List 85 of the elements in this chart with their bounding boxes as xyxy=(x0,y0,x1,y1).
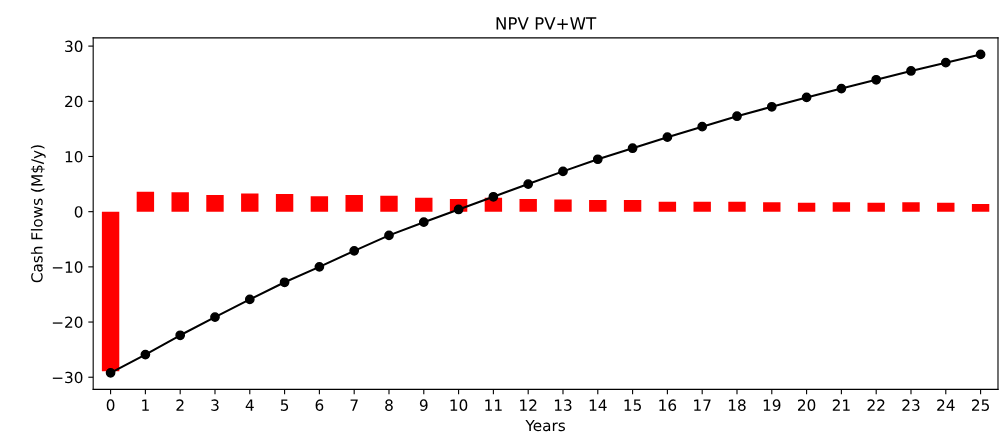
x-tick-label: 15 xyxy=(624,399,641,411)
point xyxy=(175,330,186,341)
y-tick-label: −30 xyxy=(52,371,83,384)
x-axis-title: Years xyxy=(525,419,565,432)
bar xyxy=(171,192,189,212)
bar xyxy=(519,198,537,212)
bar xyxy=(832,202,851,212)
x-tick-label: 1 xyxy=(142,399,149,411)
x-tick-label: 13 xyxy=(554,399,572,411)
point xyxy=(488,191,499,202)
bar xyxy=(589,200,607,212)
point xyxy=(244,294,255,305)
point xyxy=(314,261,325,272)
y-tick-label: 20 xyxy=(65,95,83,108)
point xyxy=(662,132,673,143)
x-tick-label: 2 xyxy=(176,399,184,411)
bar xyxy=(380,195,398,212)
x-tick-label: 20 xyxy=(797,399,816,411)
point xyxy=(349,245,360,256)
x-tick-label: 24 xyxy=(937,399,955,411)
x-tick-label: 4 xyxy=(245,399,254,411)
bar xyxy=(136,191,155,212)
bar xyxy=(867,202,885,212)
point xyxy=(627,143,638,154)
y-axis-title: Cash Flows (M$/y) xyxy=(30,145,46,283)
point xyxy=(592,154,603,165)
x-tick-label: 6 xyxy=(315,399,324,411)
bar xyxy=(658,201,677,212)
x-tick-label: 3 xyxy=(211,399,219,411)
x-tick-label: 17 xyxy=(694,399,711,411)
bar xyxy=(415,197,433,212)
bar xyxy=(902,202,920,212)
bar xyxy=(101,211,120,372)
bar xyxy=(310,196,329,212)
x-tick-label: 19 xyxy=(763,399,781,411)
point xyxy=(384,230,394,241)
y-tick-label: 0 xyxy=(74,206,83,218)
x-tick-label: 11 xyxy=(485,399,502,411)
point xyxy=(975,49,986,60)
x-tick-label: 10 xyxy=(450,399,468,411)
point xyxy=(871,74,882,85)
y-tick-label: −20 xyxy=(52,316,83,329)
y-tick-label: −10 xyxy=(52,261,83,273)
x-tick-label: 18 xyxy=(728,399,746,411)
x-tick-label: 16 xyxy=(659,399,677,411)
bar xyxy=(937,202,955,212)
x-tick-label: 22 xyxy=(867,399,885,411)
bar xyxy=(554,199,572,212)
bar xyxy=(728,201,746,212)
x-tick-label: 12 xyxy=(520,399,537,411)
point xyxy=(697,121,708,132)
point xyxy=(732,111,742,122)
x-tick-label: 0 xyxy=(106,399,115,411)
x-tick-label: 23 xyxy=(902,399,920,411)
point xyxy=(523,179,534,189)
point xyxy=(210,312,220,322)
x-tick-label: 8 xyxy=(385,399,393,411)
point xyxy=(836,83,847,94)
point xyxy=(801,92,812,103)
point xyxy=(279,277,290,288)
x-tick-label: 21 xyxy=(832,399,850,411)
bar xyxy=(206,195,224,212)
x-tick-label: 25 xyxy=(971,399,989,411)
point xyxy=(418,217,429,228)
chart-title: NPV PV+WT xyxy=(496,17,597,30)
x-tick-label: 7 xyxy=(350,399,358,411)
point xyxy=(940,57,951,68)
bar xyxy=(693,201,711,212)
point xyxy=(766,101,777,112)
bar xyxy=(797,202,816,212)
bar xyxy=(241,193,259,212)
bar xyxy=(971,203,990,212)
point xyxy=(105,367,116,378)
x-tick-label: 5 xyxy=(280,399,289,411)
x-tick-label: 14 xyxy=(589,399,607,411)
point xyxy=(906,66,916,76)
point xyxy=(140,349,151,360)
bar xyxy=(763,202,781,212)
x-tick-label: 9 xyxy=(419,399,428,411)
bar xyxy=(623,200,642,212)
bar xyxy=(345,195,363,212)
bar xyxy=(275,194,294,212)
point xyxy=(558,166,568,177)
y-tick-label: 30 xyxy=(65,40,83,53)
y-tick-label: 10 xyxy=(65,150,83,163)
